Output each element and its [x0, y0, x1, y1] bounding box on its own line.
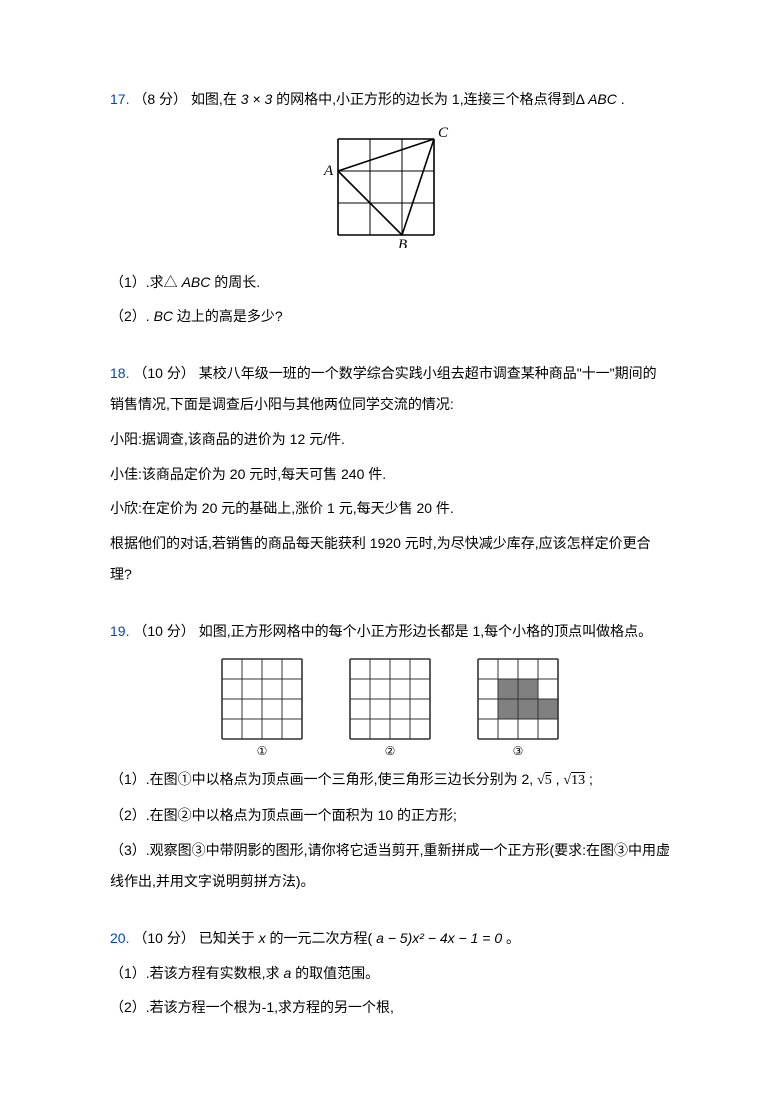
- q19-sub1-e: ;: [589, 771, 593, 787]
- q19-points: （10 分）: [133, 623, 194, 639]
- q17-figure: A B C: [110, 123, 670, 259]
- q20-sub1-b: 的取值范围。: [295, 965, 379, 981]
- svg-text:③: ③: [513, 744, 524, 758]
- q19-figure: ① ② ③: [110, 653, 670, 758]
- q19-stem: 19. （10 分） 如图,正方形网格中的每个小正方形边长都是 1,每个小格的顶…: [110, 616, 670, 647]
- svg-text:B: B: [398, 237, 407, 248]
- q17-grid-svg: A B C: [320, 123, 460, 248]
- q19-sqrt5: √5: [537, 773, 552, 788]
- q20-x: x: [259, 930, 266, 946]
- q19-num: 19.: [110, 623, 129, 639]
- q20-stem-c: 。: [506, 930, 520, 946]
- q19-grid-3: ③: [468, 653, 568, 758]
- q19-stem-text: 如图,正方形网格中的每个小正方形边长都是 1,每个小格的顶点叫做格点。: [199, 623, 652, 639]
- spacer: [110, 336, 670, 354]
- q18-points: （10 分）: [133, 365, 194, 381]
- q17-sub2-b: 边上的高是多少?: [177, 308, 283, 324]
- q17-stem-a: 如图,在: [191, 91, 241, 107]
- q17-sub1-a: （1）.求△: [110, 274, 182, 290]
- svg-text:A: A: [323, 163, 334, 179]
- svg-text:①: ①: [257, 744, 268, 758]
- q18-num: 18.: [110, 365, 129, 381]
- exam-page: 17. （8 分） 如图,在 3 × 3 的网格中,小正方形的边长为 1,连接三…: [0, 0, 780, 1087]
- q20-sub1: （1）.若该方程有实数根,求 a 的取值范围。: [110, 958, 670, 989]
- q19-sub1-c: ,: [556, 771, 560, 787]
- q17-sub1-tri: ABC: [182, 274, 211, 290]
- q20-eq: a − 5)x² − 4x − 1 = 0: [376, 930, 502, 946]
- q17-sub2-side: BC: [154, 308, 173, 324]
- q20-num: 20.: [110, 930, 129, 946]
- q20-stem-a: 已知关于: [199, 930, 259, 946]
- q17-tri: ABC: [588, 91, 617, 107]
- q18-l3: 小欣:在定价为 20 元的基础上,涨价 1 元,每天少售 20 件.: [110, 493, 670, 524]
- q19-sub2: （2）.在图②中以格点为顶点画一个面积为 10 的正方形;: [110, 800, 670, 831]
- q18-stem: 18. （10 分） 某校八年级一班的一个数学综合实践小组去超市调查某种商品"十…: [110, 358, 670, 420]
- q19-sub1: （1）.在图①中以格点为顶点画一个三角形,使三角形三边长分别为 2, √5 , …: [110, 764, 670, 797]
- q19-sub1-a: （1）.在图①中以格点为顶点画一个三角形,使三角形三边长分别为 2,: [110, 771, 533, 787]
- q20-sub1-var: a: [283, 965, 291, 981]
- spacer: [110, 901, 670, 919]
- q18-l1: 小阳:据调查,该商品的进价为 12 元/件.: [110, 424, 670, 455]
- q17-sub1: （1）.求△ ABC 的周长.: [110, 267, 670, 298]
- q17-sub2: （2）. BC 边上的高是多少?: [110, 301, 670, 332]
- q20-sub1-a: （1）.若该方程有实数根,求: [110, 965, 283, 981]
- q17-sub1-b: 的周长.: [214, 274, 260, 290]
- q19-sqrt13: √13: [563, 773, 585, 788]
- svg-text:C: C: [438, 125, 449, 141]
- q19-sub3: （3）.观察图③中带阴影的图形,请你将它适当剪开,重新拼成一个正方形(要求:在图…: [110, 835, 670, 897]
- q17-gridsize: 3 × 3: [241, 91, 273, 107]
- q20-stem: 20. （10 分） 已知关于 x 的一元二次方程( a − 5)x² − 4x…: [110, 923, 670, 954]
- q18-l2: 小佳:该商品定价为 20 元时,每天可售 240 件.: [110, 459, 670, 490]
- q17-num: 17.: [110, 91, 129, 107]
- q17-stem-b: 的网格中,小正方形的边长为 1,连接三个格点得到Δ: [276, 91, 584, 107]
- q20-stem-b: 的一元二次方程(: [270, 930, 373, 946]
- q17-period: .: [621, 91, 625, 107]
- q17-points: （8 分）: [133, 91, 187, 107]
- svg-text:②: ②: [385, 744, 396, 758]
- q19-grid-2: ②: [340, 653, 440, 758]
- q18-l4: 根据他们的对话,若销售的商品每天能获利 1920 元时,为尽快减少库存,应该怎样…: [110, 528, 670, 590]
- q17-stem: 17. （8 分） 如图,在 3 × 3 的网格中,小正方形的边长为 1,连接三…: [110, 84, 670, 115]
- q20-points: （10 分）: [133, 930, 194, 946]
- q17-sub2-a: （2）.: [110, 308, 150, 324]
- spacer: [110, 594, 670, 612]
- q20-sub2: （2）.若该方程一个根为-1,求方程的另一个根,: [110, 992, 670, 1023]
- q19-grid-1: ①: [212, 653, 312, 758]
